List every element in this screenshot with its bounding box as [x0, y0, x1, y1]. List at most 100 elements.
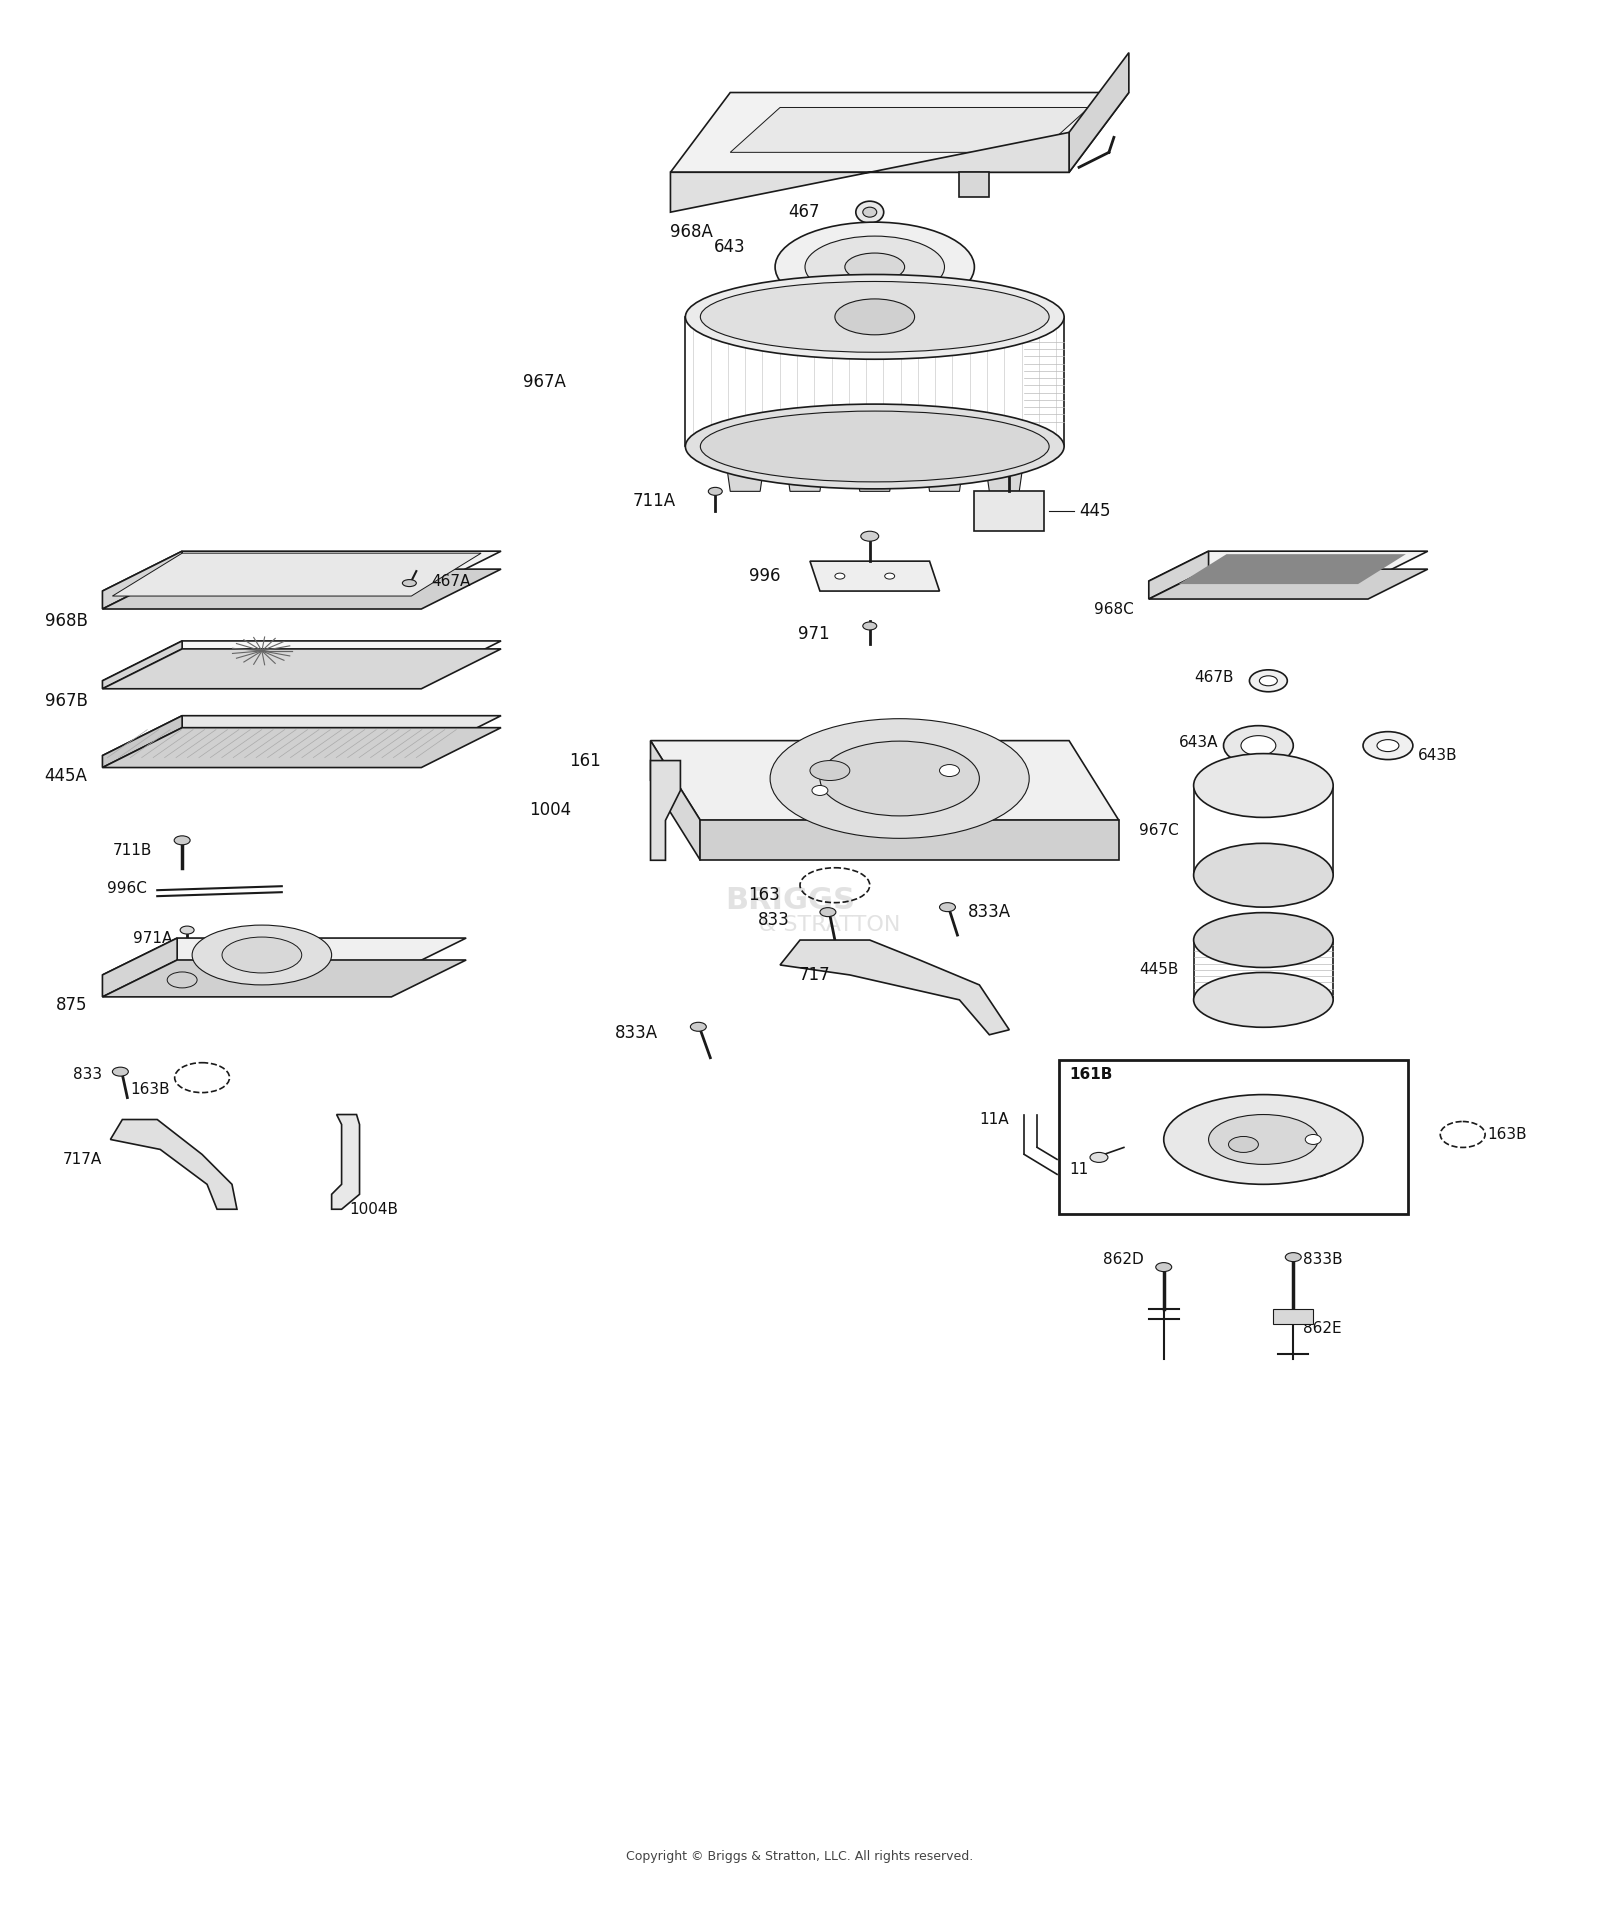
- Ellipse shape: [685, 275, 1064, 359]
- Ellipse shape: [1363, 731, 1413, 760]
- Polygon shape: [1179, 554, 1406, 584]
- Ellipse shape: [685, 405, 1064, 489]
- Text: 163: 163: [749, 886, 781, 905]
- Text: 643B: 643B: [1418, 748, 1458, 764]
- Polygon shape: [102, 569, 501, 609]
- Ellipse shape: [1155, 1262, 1171, 1271]
- FancyBboxPatch shape: [1059, 1059, 1408, 1214]
- Text: 1004B: 1004B: [349, 1203, 398, 1216]
- Text: BRIGGS: BRIGGS: [725, 886, 854, 914]
- Polygon shape: [960, 172, 989, 197]
- Ellipse shape: [1250, 670, 1288, 691]
- Ellipse shape: [1259, 676, 1277, 685]
- Polygon shape: [1069, 53, 1130, 172]
- Polygon shape: [670, 132, 1069, 212]
- Polygon shape: [925, 456, 965, 491]
- Text: 711B: 711B: [114, 842, 152, 857]
- Polygon shape: [701, 821, 1118, 861]
- Ellipse shape: [811, 785, 827, 796]
- Ellipse shape: [1285, 1252, 1301, 1262]
- Polygon shape: [651, 741, 1118, 821]
- Ellipse shape: [805, 237, 944, 298]
- Ellipse shape: [862, 622, 877, 630]
- Ellipse shape: [861, 531, 878, 542]
- Ellipse shape: [1306, 1134, 1322, 1145]
- Ellipse shape: [819, 907, 835, 916]
- Polygon shape: [102, 649, 501, 689]
- Ellipse shape: [701, 410, 1050, 481]
- Ellipse shape: [174, 836, 190, 846]
- Polygon shape: [102, 716, 182, 767]
- Ellipse shape: [835, 300, 915, 334]
- Text: 161: 161: [570, 752, 600, 769]
- Ellipse shape: [690, 1023, 706, 1031]
- Text: 971: 971: [798, 624, 830, 643]
- Polygon shape: [1149, 569, 1427, 599]
- Polygon shape: [730, 107, 1090, 153]
- Polygon shape: [102, 960, 466, 996]
- Text: 996: 996: [749, 567, 781, 584]
- Ellipse shape: [1194, 972, 1333, 1027]
- Text: 643: 643: [714, 239, 746, 256]
- Polygon shape: [102, 552, 501, 592]
- Text: 445A: 445A: [45, 767, 88, 785]
- Ellipse shape: [1194, 754, 1333, 817]
- Ellipse shape: [845, 254, 904, 281]
- Text: 967C: 967C: [1139, 823, 1179, 838]
- Text: 161B: 161B: [1069, 1067, 1112, 1082]
- Ellipse shape: [770, 718, 1029, 838]
- Polygon shape: [651, 760, 680, 861]
- Text: 967B: 967B: [45, 691, 88, 710]
- Ellipse shape: [835, 573, 845, 578]
- Ellipse shape: [168, 972, 197, 987]
- Polygon shape: [1149, 552, 1208, 599]
- Polygon shape: [984, 456, 1024, 491]
- Ellipse shape: [885, 573, 894, 578]
- Polygon shape: [102, 937, 466, 975]
- Ellipse shape: [1378, 739, 1398, 752]
- Polygon shape: [786, 456, 826, 491]
- Text: 163: 163: [1258, 1170, 1286, 1185]
- Text: 163B: 163B: [1488, 1126, 1528, 1142]
- Text: 445: 445: [1078, 502, 1110, 521]
- Polygon shape: [670, 92, 1130, 172]
- Polygon shape: [974, 491, 1045, 531]
- Text: 967A: 967A: [523, 372, 566, 391]
- Ellipse shape: [701, 281, 1050, 353]
- Text: 445B: 445B: [1139, 962, 1179, 977]
- Text: 833: 833: [758, 911, 790, 930]
- Polygon shape: [102, 641, 182, 689]
- Text: Copyright © Briggs & Stratton, LLC. All rights reserved.: Copyright © Briggs & Stratton, LLC. All …: [626, 1850, 974, 1863]
- Text: 11: 11: [1070, 1163, 1090, 1176]
- Text: 163B: 163B: [131, 1082, 170, 1098]
- Ellipse shape: [192, 926, 331, 985]
- Text: 875: 875: [56, 996, 88, 1014]
- Ellipse shape: [939, 764, 960, 777]
- Text: 862E: 862E: [1304, 1321, 1342, 1336]
- Ellipse shape: [810, 760, 850, 781]
- Text: 467: 467: [789, 202, 819, 221]
- Ellipse shape: [1229, 1136, 1259, 1153]
- Polygon shape: [112, 554, 482, 596]
- Ellipse shape: [774, 221, 974, 311]
- Text: 996C: 996C: [107, 880, 147, 895]
- Ellipse shape: [1224, 725, 1293, 766]
- Text: 643A: 643A: [1179, 735, 1219, 750]
- Ellipse shape: [1163, 1094, 1363, 1184]
- Ellipse shape: [1000, 462, 1018, 472]
- Ellipse shape: [181, 926, 194, 934]
- Polygon shape: [102, 937, 178, 996]
- Polygon shape: [810, 561, 939, 592]
- Polygon shape: [725, 456, 765, 491]
- Polygon shape: [102, 716, 501, 756]
- Ellipse shape: [1090, 1153, 1107, 1163]
- Text: 862D: 862D: [1102, 1252, 1144, 1266]
- Polygon shape: [1274, 1310, 1314, 1325]
- Text: 971A: 971A: [133, 930, 173, 945]
- Text: 11A: 11A: [979, 1113, 1010, 1126]
- Polygon shape: [102, 641, 501, 682]
- Text: 717: 717: [798, 966, 830, 983]
- Polygon shape: [102, 727, 501, 767]
- Ellipse shape: [862, 208, 877, 218]
- Ellipse shape: [939, 903, 955, 913]
